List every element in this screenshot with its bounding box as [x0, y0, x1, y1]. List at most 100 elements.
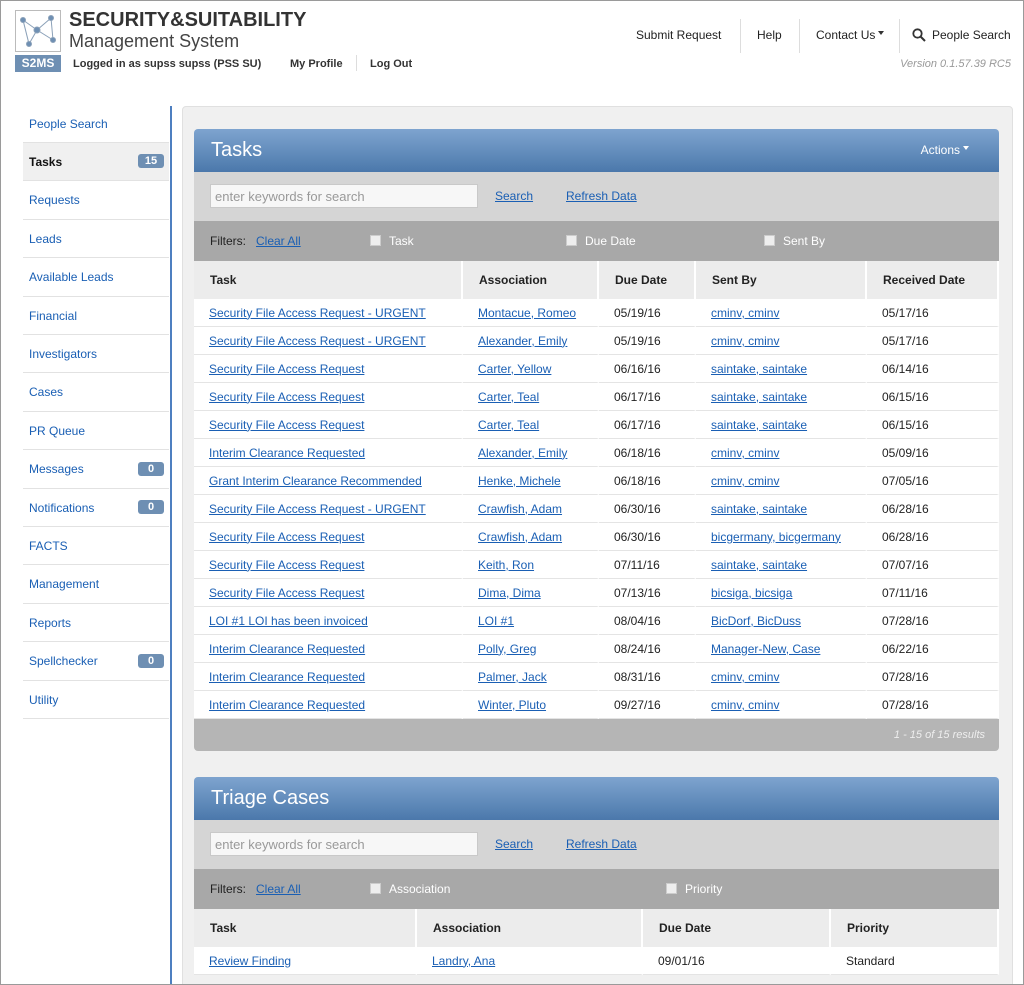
sidebar-item[interactable]: Investigators — [23, 335, 169, 374]
cell-link[interactable]: Dima, Dima — [478, 585, 541, 600]
sidebar-item[interactable]: Reports — [23, 604, 169, 643]
table-cell: 06/17/16 — [599, 411, 696, 439]
cell-link[interactable]: Security File Access Request — [209, 557, 365, 572]
cell-link[interactable]: cminv, cminv — [711, 669, 780, 684]
nav-link[interactable]: Help — [757, 28, 782, 42]
sidebar-item[interactable]: Cases — [23, 374, 169, 412]
refresh-link[interactable]: Refresh Data — [566, 837, 637, 851]
cell-link[interactable]: Review Finding — [209, 953, 292, 968]
table-cell: 07/13/16 — [599, 579, 696, 607]
cell-text: 05/19/16 — [614, 333, 661, 348]
sidebar-item[interactable]: FACTS — [23, 527, 169, 566]
cell-link[interactable]: LOI #1 — [478, 613, 515, 628]
sidebar-item[interactable]: Available Leads — [23, 259, 169, 297]
table-cell: saintake, saintake — [696, 551, 867, 579]
cell-link[interactable]: cminv, cminv — [711, 697, 780, 712]
cell-link[interactable]: Interim Clearance Requested — [209, 697, 366, 712]
clear-all-link[interactable]: Clear All — [256, 882, 301, 896]
cell-link[interactable]: saintake, saintake — [711, 557, 808, 572]
sidebar-item[interactable]: Financial — [23, 297, 169, 335]
refresh-link[interactable]: Refresh Data — [566, 189, 637, 203]
cell-link[interactable]: Keith, Ron — [478, 557, 535, 572]
actions-menu[interactable]: Actions — [921, 143, 969, 157]
filter-checkbox[interactable]: Priority — [666, 882, 722, 896]
cell-link[interactable]: saintake, saintake — [711, 389, 808, 404]
cell-link[interactable]: Grant Interim Clearance Recommended — [209, 473, 422, 488]
cell-link[interactable]: Henke, Michele — [478, 473, 561, 488]
sidebar-item[interactable]: Leads — [23, 220, 169, 259]
sidebar-item[interactable]: Notifications 0 — [23, 489, 169, 527]
cell-link[interactable]: Security File Access Request — [209, 585, 365, 600]
cell-link[interactable]: Landry, Ana — [432, 953, 496, 968]
nav-link[interactable]: Contact Us — [816, 28, 885, 42]
filter-checkbox[interactable]: Association — [370, 882, 450, 896]
table-cell: Security File Access Request - URGENT — [194, 327, 463, 355]
sidebar-item[interactable]: People Search — [23, 105, 169, 143]
log-out-link[interactable]: Log Out — [370, 58, 413, 70]
cell-link[interactable]: Winter, Pluto — [478, 697, 547, 712]
cell-link[interactable]: saintake, saintake — [711, 417, 808, 432]
filter-checkbox[interactable]: Sent By — [764, 234, 825, 248]
sidebar-item[interactable]: Tasks 15 — [23, 143, 169, 182]
cell-link[interactable]: cminv, cminv — [711, 445, 780, 460]
search-button[interactable]: Search — [495, 837, 534, 851]
cell-link[interactable]: Carter, Teal — [478, 389, 540, 404]
cell-link[interactable]: Interim Clearance Requested — [209, 669, 366, 684]
cell-link[interactable]: bicsiga, bicsiga — [711, 585, 793, 600]
table-cell: Carter, Teal — [463, 383, 599, 411]
nav-link[interactable]: Submit Request — [636, 28, 722, 42]
cell-link[interactable]: Security File Access Request - URGENT — [209, 501, 426, 516]
cell-link[interactable]: Security File Access Request — [209, 389, 365, 404]
cell-link[interactable]: BicDorf, BicDuss — [711, 613, 802, 628]
cell-link[interactable]: Polly, Greg — [478, 641, 537, 656]
table-cell: Winter, Pluto — [463, 691, 599, 719]
search-row: enter keywords for search Search Refresh D… — [194, 820, 999, 869]
cell-link[interactable]: Interim Clearance Requested — [209, 445, 366, 460]
panel-title: Triage Cases — [211, 787, 330, 809]
sidebar-item[interactable]: Spellchecker 0 — [23, 643, 169, 681]
search-input[interactable]: enter keywords for search — [210, 832, 478, 856]
search-input[interactable]: enter keywords for search — [210, 184, 478, 208]
cell-link[interactable]: Carter, Teal — [478, 417, 540, 432]
sidebar-item[interactable]: Messages 0 — [23, 451, 169, 489]
nav-link[interactable]: People Search — [932, 28, 1011, 42]
sidebar-item[interactable]: Utility — [23, 681, 169, 719]
table-cell: 06/17/16 — [599, 383, 696, 411]
cell-link[interactable]: Crawfish, Adam — [478, 501, 563, 516]
cell-link[interactable]: cminv, cminv — [711, 333, 780, 348]
cell-link[interactable]: cminv, cminv — [711, 473, 780, 488]
cell-link[interactable]: Security File Access Request — [209, 361, 365, 376]
cell-link[interactable]: Crawfish, Adam — [478, 529, 563, 544]
sidebar-item[interactable]: Management — [23, 566, 169, 604]
filter-checkbox[interactable]: Task — [370, 234, 414, 248]
filter-checkbox[interactable]: Due Date — [566, 234, 636, 248]
cell-link[interactable]: saintake, saintake — [711, 501, 808, 516]
sidebar-item[interactable]: Requests — [23, 182, 169, 220]
cell-link[interactable]: Interim Clearance Requested — [209, 641, 366, 656]
table-cell: cminv, cminv — [696, 299, 867, 327]
search-button[interactable]: Search — [495, 189, 534, 203]
cell-link[interactable]: Security File Access Request — [209, 529, 365, 544]
sidebar-item[interactable]: PR Queue — [23, 412, 169, 451]
cell-link[interactable]: Manager-New, Case — [711, 641, 821, 656]
cell-link[interactable]: Security File Access Request — [209, 417, 365, 432]
cell-text: 08/04/16 — [614, 613, 661, 628]
cell-link[interactable]: Montacue, Romeo — [478, 305, 577, 320]
cell-link[interactable]: Security File Access Request - URGENT — [209, 333, 426, 348]
table-cell: 06/18/16 — [599, 439, 696, 467]
table-cell: Interim Clearance Requested — [194, 635, 463, 663]
cell-link[interactable]: Security File Access Request - URGENT — [209, 305, 426, 320]
cell-link[interactable]: Carter, Yellow — [478, 361, 552, 376]
tasks-panel: Tasks Actions enter keywords for search Sea… — [194, 129, 999, 751]
cell-link[interactable]: bicgermany, bicgermany — [711, 529, 841, 544]
cell-link[interactable]: Alexander, Emily — [478, 445, 568, 460]
clear-all-link[interactable]: Clear All — [256, 234, 301, 248]
cell-link[interactable]: saintake, saintake — [711, 361, 808, 376]
cell-text: 06/30/16 — [614, 529, 661, 544]
my-profile-link[interactable]: My Profile — [290, 58, 343, 70]
cell-link[interactable]: cminv, cminv — [711, 305, 780, 320]
cell-link[interactable]: Alexander, Emily — [478, 333, 568, 348]
cell-link[interactable]: Palmer, Jack — [478, 669, 547, 684]
cell-link[interactable]: LOI #1 LOI has been invoiced — [209, 613, 368, 628]
cell-text: 06/22/16 — [882, 641, 929, 656]
